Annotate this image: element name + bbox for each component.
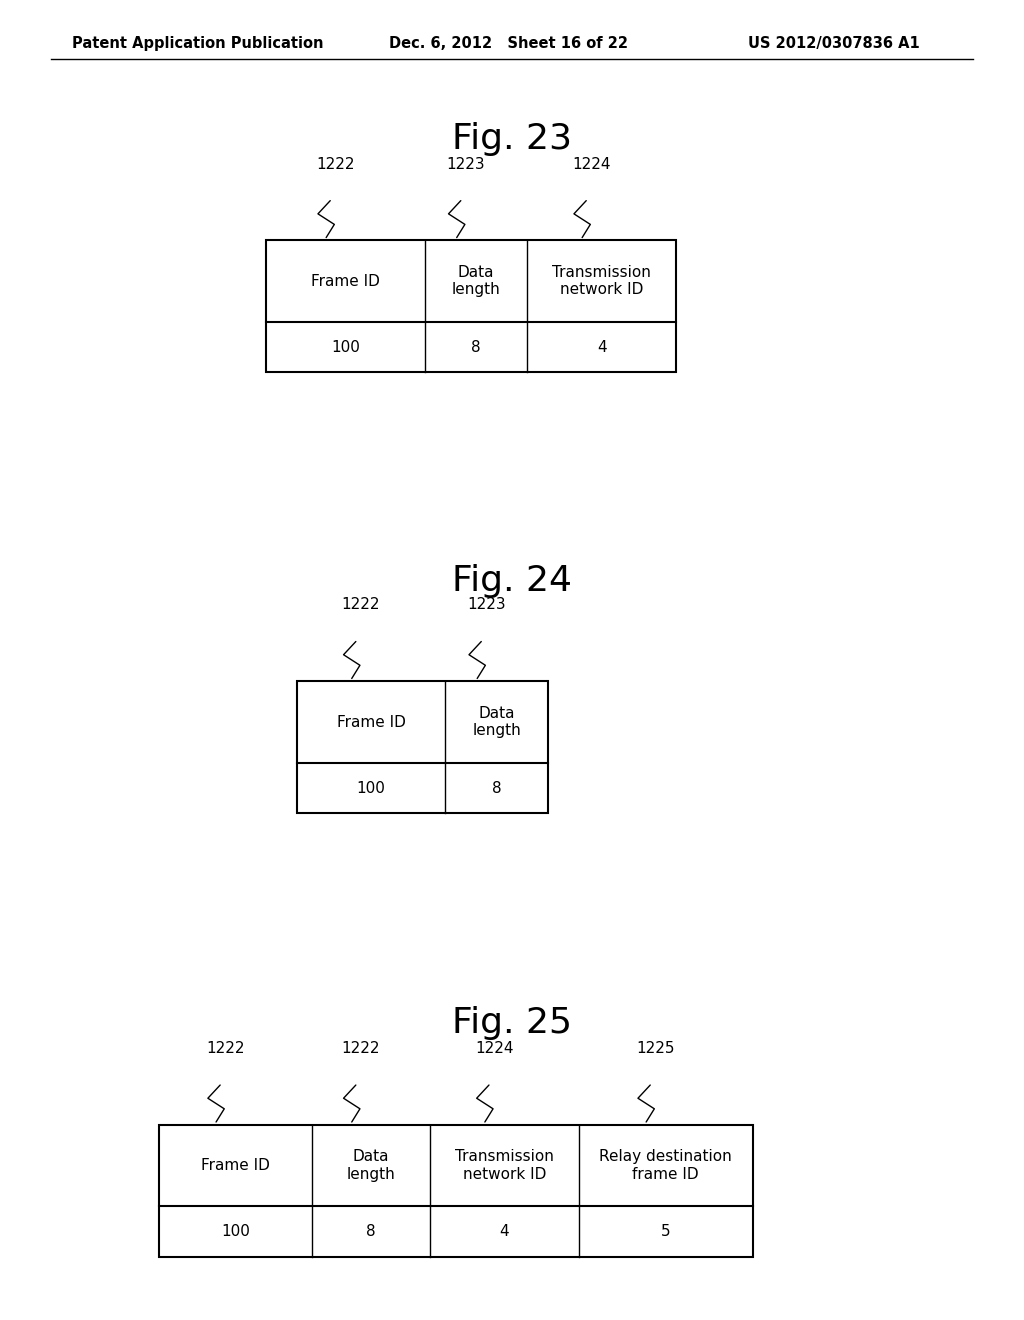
Text: 8: 8 [492, 780, 502, 796]
Text: 1223: 1223 [446, 157, 485, 172]
Text: Data
length: Data length [472, 706, 521, 738]
Text: Transmission
network ID: Transmission network ID [455, 1150, 554, 1181]
Text: 1224: 1224 [475, 1041, 513, 1056]
Text: 1225: 1225 [636, 1041, 675, 1056]
Bar [266, 240, 676, 372]
Text: Frame ID: Frame ID [201, 1158, 270, 1173]
Text: 100: 100 [331, 339, 360, 355]
Text: 8: 8 [471, 339, 481, 355]
Text: US 2012/0307836 A1: US 2012/0307836 A1 [748, 36, 920, 51]
Text: Fig. 23: Fig. 23 [452, 121, 572, 156]
Text: Fig. 24: Fig. 24 [452, 564, 572, 598]
Text: 1222: 1222 [342, 598, 380, 612]
Text: 1224: 1224 [572, 157, 610, 172]
Text: 5: 5 [660, 1224, 671, 1239]
Text: Relay destination
frame ID: Relay destination frame ID [599, 1150, 732, 1181]
Text: Data
length: Data length [452, 265, 501, 297]
Text: Frame ID: Frame ID [311, 273, 380, 289]
Text: 1222: 1222 [316, 157, 354, 172]
Text: Dec. 6, 2012   Sheet 16 of 22: Dec. 6, 2012 Sheet 16 of 22 [389, 36, 628, 51]
Text: Transmission
network ID: Transmission network ID [552, 265, 651, 297]
Text: 8: 8 [367, 1224, 376, 1239]
Bar [159, 1125, 753, 1257]
Text: 1222: 1222 [206, 1041, 245, 1056]
Text: 100: 100 [221, 1224, 250, 1239]
Text: 1222: 1222 [342, 1041, 380, 1056]
Text: 100: 100 [356, 780, 386, 796]
Text: 4: 4 [597, 339, 606, 355]
Text: Patent Application Publication: Patent Application Publication [72, 36, 324, 51]
Text: Frame ID: Frame ID [337, 714, 406, 730]
Text: 1223: 1223 [467, 598, 506, 612]
Text: Data
length: Data length [347, 1150, 395, 1181]
Text: 4: 4 [500, 1224, 509, 1239]
Text: Fig. 25: Fig. 25 [452, 1006, 572, 1040]
Bar [297, 681, 548, 813]
